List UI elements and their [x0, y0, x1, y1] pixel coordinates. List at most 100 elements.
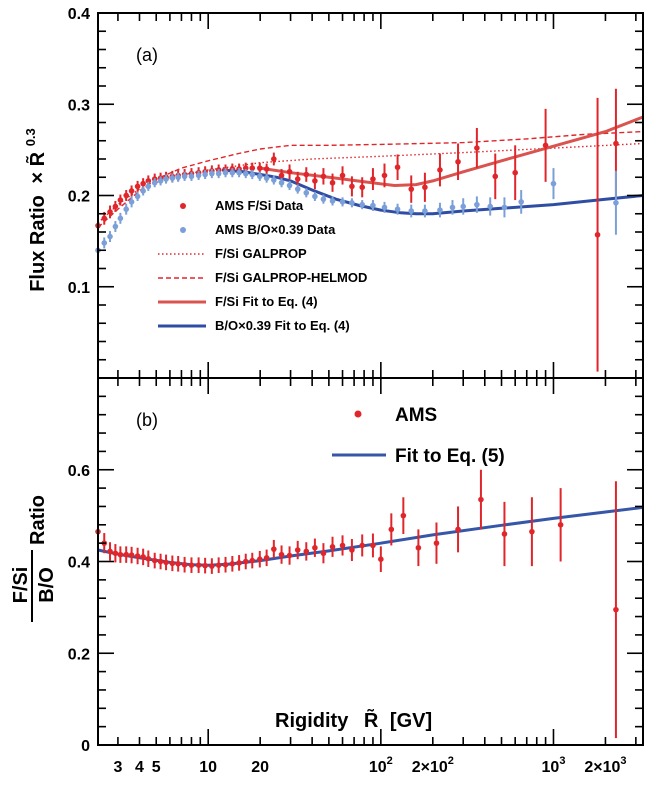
data-point-a-1-8	[140, 186, 146, 196]
data-point-b-0-18	[202, 557, 208, 574]
data-point-b-0-3	[112, 544, 119, 563]
panel-a-y-tick-labels: 0.1 0.2 0.3 0.4	[68, 6, 90, 297]
data-point-a-1-43	[422, 204, 428, 218]
data-point-a-1-7	[134, 191, 141, 201]
data-point-b-0-38	[359, 534, 366, 557]
legend-label: AMS F/Si Data	[215, 198, 304, 213]
data-point-a-1-46	[460, 198, 467, 215]
legend-entry-2: F/Si GALPROP	[158, 246, 307, 261]
data-point-b-0-41	[388, 513, 395, 546]
panel-b-y-axis-title: F/Si B/O Ratio	[10, 495, 58, 622]
y-tick-label: 0.4	[68, 6, 90, 23]
data-point-a-0-3	[112, 200, 119, 212]
y-title-numerator: F/Si	[10, 567, 32, 604]
data-point-a-0-34	[320, 168, 327, 185]
data-point-a-1-1	[101, 237, 108, 249]
data-point-a-1-15	[181, 171, 188, 181]
data-point-b-0-9	[145, 550, 152, 568]
legend-entry-b-1: Fit to Eq. (5)	[332, 446, 505, 467]
data-point-a-1-30	[286, 180, 293, 191]
data-point-a-1-48	[487, 197, 494, 216]
data-point-a-1-41	[394, 203, 401, 215]
data-point-a-0-41	[394, 154, 401, 180]
panel-b-label: (b)	[136, 410, 158, 430]
data-point-a-0-39	[370, 168, 376, 191]
panel-b-legend: AMS Fit to Eq. (5)	[332, 405, 505, 467]
x-tick-label: 103	[542, 755, 566, 776]
data-point-a-0-4	[117, 194, 124, 206]
data-point-a-1-4	[117, 212, 124, 224]
data-point-a-1-47	[474, 196, 480, 213]
x-tick-label: 102	[369, 755, 393, 776]
y-tick-label: 0.6	[68, 463, 90, 480]
data-point-a-1-26	[256, 171, 263, 181]
curve-a-4	[259, 115, 644, 188]
data-point-b-0-5	[123, 546, 129, 563]
panel-a: (a) 0.1 0.2 0.3 0.4 AMS F/Si Data AMS B/O×0.…	[23, 6, 644, 379]
x-axis-title: Rigidity R̃ [GV]	[275, 708, 432, 732]
data-point-a-1-25	[249, 169, 256, 180]
panel-b: (b) 0 0.2 0.4 0.6 3 4 5 10 20 102 2×102 103 2×103 A…	[10, 377, 644, 776]
data-point-a-0-40	[381, 163, 388, 188]
data-point-b-0-42	[400, 497, 407, 534]
y-tick-label: 0.1	[68, 280, 90, 297]
data-point-a-0-44	[437, 153, 443, 187]
data-point-b-0-7	[134, 547, 141, 565]
data-point-b-0-4	[117, 546, 124, 563]
data-point-b-0-16	[188, 557, 195, 573]
x-tick-label: 20	[251, 759, 269, 776]
data-point-a-1-39	[370, 200, 376, 212]
data-point-b-0-2	[107, 542, 113, 561]
data-point-b-0-31	[294, 540, 301, 560]
legend-label: F/Si GALPROP	[215, 246, 307, 261]
data-point-a-1-10	[151, 178, 158, 188]
panel-b-y-tick-labels: 0 0.2 0.4 0.6	[68, 463, 90, 755]
data-point-a-1-31	[294, 184, 301, 194]
data-point-a-1-45	[449, 200, 456, 215]
data-point-a-0-45	[455, 143, 461, 180]
data-point-a-1-16	[188, 171, 195, 181]
data-point-a-1-23	[236, 168, 242, 178]
data-point-a-1-50	[518, 190, 524, 214]
data-point-b-0-43	[415, 529, 422, 567]
x-tick-label: 5	[152, 759, 161, 776]
data-point-b-0-49	[557, 488, 564, 562]
x-tick-label: 2×102	[412, 755, 454, 776]
data-point-a-0-38	[359, 177, 366, 198]
data-point-b-0-6	[128, 546, 135, 564]
data-point-b-0-28	[271, 539, 277, 559]
data-point-b-0-36	[339, 535, 346, 556]
data-point-b-0-44	[433, 522, 440, 564]
data-point-b-0-17	[195, 557, 202, 573]
data-point-a-1-21	[222, 168, 229, 178]
data-point-b-0-23	[236, 555, 242, 571]
x-tick-labels: 3 4 5 10 20 102 2×102 103 2×103	[113, 755, 626, 776]
data-point-b-0-47	[501, 501, 508, 567]
data-point-a-1-32	[303, 188, 310, 198]
data-point-b-0-32	[303, 542, 310, 561]
panel-a-ticks	[98, 12, 643, 379]
data-point-a-1-6	[128, 196, 135, 208]
data-point-a-1-3	[112, 221, 119, 232]
data-point-b-0-8	[140, 548, 146, 566]
data-point-a-1-11	[157, 176, 164, 186]
y-tick-label: 0.2	[68, 646, 90, 663]
data-point-a-1-49	[501, 197, 508, 218]
y-tick-label: 0.4	[68, 555, 90, 572]
y-tick-label: 0	[81, 738, 90, 755]
data-point-b-0-35	[329, 536, 336, 557]
data-point-a-1-19	[209, 169, 215, 179]
data-point-a-1-29	[278, 178, 285, 188]
data-point-b-0-27	[263, 549, 270, 567]
data-point-a-0-50	[594, 97, 601, 372]
legend-label: F/Si GALPROP-HELMOD	[215, 270, 367, 285]
data-point-a-0-47	[492, 153, 499, 200]
data-point-b-0-46	[478, 469, 484, 530]
data-point-a-1-40	[381, 201, 388, 213]
data-point-b-0-13	[169, 555, 176, 572]
data-point-b-0-45	[455, 506, 461, 553]
legend-entry-1: AMS B/O×0.39 Data	[180, 222, 336, 237]
x-tick-label: 3	[113, 759, 122, 776]
data-point-a-1-24	[242, 169, 249, 179]
